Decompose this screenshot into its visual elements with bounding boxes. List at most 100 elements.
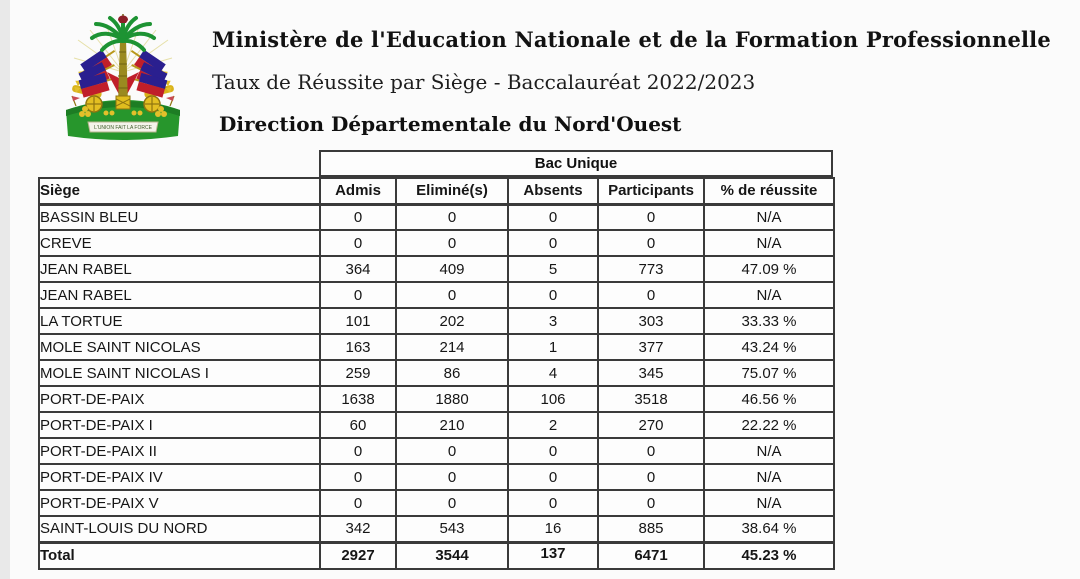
cell-siege: PORT-DE-PAIX bbox=[38, 385, 321, 413]
logo-motto-text: L'UNION FAIT LA FORCE bbox=[94, 125, 152, 131]
cell-reussite: N/A bbox=[703, 437, 835, 465]
cell-siege: LA TORTUE bbox=[38, 307, 321, 335]
page-left-margin bbox=[0, 0, 10, 579]
cell-admis: 0 bbox=[319, 463, 397, 491]
cell-absents: 5 bbox=[507, 255, 599, 283]
cell-siege: CREVE bbox=[38, 229, 321, 257]
table-row: JEAN RABEL 364 409 5 773 47.09 % bbox=[38, 255, 835, 283]
col-header-absents: Absents bbox=[507, 177, 599, 206]
cell-absents: 1 bbox=[507, 333, 599, 361]
cell-participants: 885 bbox=[597, 515, 705, 543]
cell-reussite: 47.09 % bbox=[703, 255, 835, 283]
cell-absents: 0 bbox=[507, 203, 599, 231]
cell-elimines: 0 bbox=[395, 463, 509, 491]
cell-participants: 0 bbox=[597, 203, 705, 231]
palm-fronds-icon bbox=[90, 16, 156, 52]
palm-trunk-icon bbox=[118, 40, 128, 104]
cell-absents: 0 bbox=[507, 463, 599, 491]
cell-siege: PORT-DE-PAIX I bbox=[38, 411, 321, 439]
liberty-cap-icon bbox=[118, 14, 128, 23]
col-header-participants: Participants bbox=[597, 177, 705, 206]
cell-admis: 60 bbox=[319, 411, 397, 439]
results-table: Siège Admis Eliminé(s) Absents Participants%… bbox=[38, 177, 835, 570]
bac-unique-group-header: Bac Unique bbox=[319, 150, 833, 177]
cell-participants: 0 bbox=[597, 463, 705, 491]
cell-elimines: 1880 bbox=[395, 385, 509, 413]
cell-reussite: N/A bbox=[703, 463, 835, 491]
cell-admis: 0 bbox=[319, 437, 397, 465]
cell-admis: 1638 bbox=[319, 385, 397, 413]
cell-elimines: 0 bbox=[395, 489, 509, 517]
flags-right-icon bbox=[128, 49, 172, 98]
table-row: PORT-DE-PAIX II 0 0 0 0 N/A bbox=[38, 437, 835, 465]
column-header-row: Siège Admis Eliminé(s) Absents Participants%… bbox=[38, 177, 835, 206]
cell-reussite: 46.56 % bbox=[703, 385, 835, 413]
cell-participants: 0 bbox=[597, 489, 705, 517]
cell-siege: MOLE SAINT NICOLAS I bbox=[38, 359, 321, 387]
cell-absents: 16 bbox=[507, 515, 599, 543]
cell-admis: 101 bbox=[319, 307, 397, 335]
col-header-admis: Admis bbox=[319, 177, 397, 206]
cell-elimines: 210 bbox=[395, 411, 509, 439]
cell-admis: 0 bbox=[319, 229, 397, 257]
cell-elimines: 0 bbox=[395, 229, 509, 257]
col-header-elimines: Eliminé(s) bbox=[395, 177, 509, 206]
cell-siege: MOLE SAINT NICOLAS bbox=[38, 333, 321, 361]
cell-siege: JEAN RABEL bbox=[38, 255, 321, 283]
table-row: CREVE 0 0 0 0 N/A bbox=[38, 229, 835, 257]
table-row: MOLE SAINT NICOLAS I 259 86 4 345 75.07 % bbox=[38, 359, 835, 387]
cell-siege: PORT-DE-PAIX V bbox=[38, 489, 321, 517]
drum-icon bbox=[115, 95, 131, 110]
cell-participants: 773 bbox=[597, 255, 705, 283]
table-row: JEAN RABEL 0 0 0 0 N/A bbox=[38, 281, 835, 309]
cell-participants: 270 bbox=[597, 411, 705, 439]
cell-siege: PORT-DE-PAIX II bbox=[38, 437, 321, 465]
cell-absents: 0 bbox=[507, 437, 599, 465]
cell-admis: 163 bbox=[319, 333, 397, 361]
ministry-title: Ministère de l'Education Nationale et de… bbox=[212, 27, 1051, 52]
cell-elimines: 409 bbox=[395, 255, 509, 283]
total-cell-siege: Total bbox=[38, 540, 321, 570]
cell-participants: 377 bbox=[597, 333, 705, 361]
cell-elimines: 0 bbox=[395, 281, 509, 309]
cell-absents: 4 bbox=[507, 359, 599, 387]
cell-siege: SAINT-LOUIS DU NORD bbox=[38, 515, 321, 543]
table-row: PORT-DE-PAIX I 60 210 2 270 22.22 % bbox=[38, 411, 835, 439]
cell-reussite: N/A bbox=[703, 281, 835, 309]
cell-reussite: N/A bbox=[703, 489, 835, 517]
cell-elimines: 0 bbox=[395, 437, 509, 465]
cell-absents: 2 bbox=[507, 411, 599, 439]
haiti-coat-of-arms-logo: L'UNION FAIT LA FORCE bbox=[66, 14, 180, 140]
cell-absents: 106 bbox=[507, 385, 599, 413]
cell-admis: 259 bbox=[319, 359, 397, 387]
report-subtitle: Taux de Réussite par Siège - Baccalauréa… bbox=[212, 70, 756, 94]
cell-participants: 0 bbox=[597, 437, 705, 465]
table-row: LA TORTUE 101 202 3 303 33.33 % bbox=[38, 307, 835, 335]
total-cell-absents: 137 bbox=[507, 540, 599, 570]
cell-siege: PORT-DE-PAIX IV bbox=[38, 463, 321, 491]
cell-absents: 0 bbox=[507, 281, 599, 309]
cell-siege: BASSIN BLEU bbox=[38, 203, 321, 231]
cell-participants: 303 bbox=[597, 307, 705, 335]
cell-reussite: 33.33 % bbox=[703, 307, 835, 335]
cell-elimines: 0 bbox=[395, 203, 509, 231]
cell-elimines: 86 bbox=[395, 359, 509, 387]
table-row: MOLE SAINT NICOLAS 163 214 1 377 43.24 % bbox=[38, 333, 835, 361]
table-row: PORT-DE-PAIX 1638 1880 106 3518 46.56 % bbox=[38, 385, 835, 413]
table-row: SAINT-LOUIS DU NORD 342 543 16 885 38.64 % bbox=[38, 515, 835, 543]
cell-absents: 0 bbox=[507, 489, 599, 517]
cell-elimines: 214 bbox=[395, 333, 509, 361]
table-row: BASSIN BLEU 0 0 0 0 N/A bbox=[38, 203, 835, 231]
cell-reussite: N/A bbox=[703, 203, 835, 231]
results-table-wrap: Bac Unique Siège Admis Eliminé(s) Absents Pa… bbox=[38, 150, 835, 570]
cell-absents: 0 bbox=[507, 229, 599, 257]
total-row: Total 2927 3544 137 6471 45.23 % bbox=[38, 540, 835, 570]
cell-admis: 342 bbox=[319, 515, 397, 543]
cell-admis: 0 bbox=[319, 203, 397, 231]
cell-siege: JEAN RABEL bbox=[38, 281, 321, 309]
motto-ribbon-icon: L'UNION FAIT LA FORCE bbox=[87, 121, 159, 133]
flags-left-icon bbox=[74, 49, 118, 98]
cell-reussite: N/A bbox=[703, 229, 835, 257]
cell-absents: 3 bbox=[507, 307, 599, 335]
